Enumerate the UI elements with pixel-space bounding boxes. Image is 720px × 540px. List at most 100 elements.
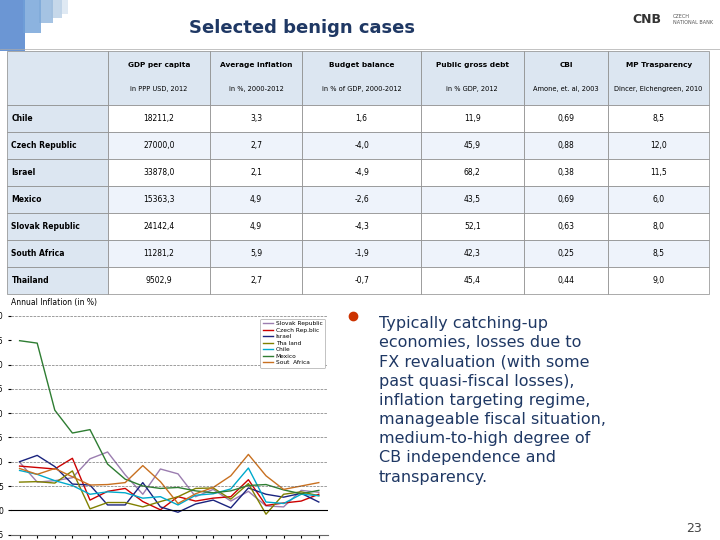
Sout  Africa <box>156 478 165 485</box>
Chile <box>297 491 305 497</box>
Bar <box>0 0 25 51</box>
Bar <box>608 159 709 186</box>
Text: 68,2: 68,2 <box>464 168 481 177</box>
Text: -1,9: -1,9 <box>354 249 369 258</box>
Text: Amone, et. al, 2003: Amone, et. al, 2003 <box>533 86 599 92</box>
Text: 15363,3: 15363,3 <box>143 195 175 204</box>
Line: Sout  Africa: Sout Africa <box>19 455 319 503</box>
Sout  Africa <box>279 486 288 492</box>
Mexico <box>50 407 59 414</box>
Text: 1,6: 1,6 <box>356 114 368 123</box>
Mexico <box>209 490 217 496</box>
Bar <box>109 132 210 159</box>
Bar <box>210 132 302 159</box>
Mexico <box>138 483 147 489</box>
Mexico <box>261 481 270 488</box>
Text: 0,38: 0,38 <box>557 168 575 177</box>
Tha land <box>86 505 94 512</box>
Slovak Republic <box>86 456 94 462</box>
Text: -2,6: -2,6 <box>354 195 369 204</box>
Tha land <box>279 491 288 497</box>
Tha land <box>156 498 165 505</box>
Mexico <box>279 487 288 493</box>
Bar <box>608 267 709 294</box>
Czech Rep.blic <box>244 476 253 483</box>
Bar <box>302 213 421 240</box>
Bar <box>210 105 302 132</box>
Tha land <box>68 468 77 474</box>
Slovak Republic <box>174 470 182 477</box>
Bar <box>210 240 302 267</box>
Text: 9502,9: 9502,9 <box>145 276 172 285</box>
Text: 0,69: 0,69 <box>557 114 575 123</box>
Israel <box>33 452 42 458</box>
Mexico <box>297 490 305 497</box>
Tha land <box>138 504 147 510</box>
Text: 42,3: 42,3 <box>464 249 481 258</box>
Tha land <box>244 481 253 487</box>
Line: Tha land: Tha land <box>19 471 319 514</box>
Israel <box>15 458 24 465</box>
Sout  Africa <box>33 471 42 477</box>
Text: 8,5: 8,5 <box>652 114 665 123</box>
Bar <box>302 51 421 105</box>
Text: 27000,0: 27000,0 <box>143 141 175 150</box>
Bar <box>421 51 524 105</box>
Czech Rep.blic <box>121 485 130 491</box>
Slovak Republic <box>244 488 253 495</box>
Bar <box>39 0 53 23</box>
Text: 33878,0: 33878,0 <box>143 168 175 177</box>
Text: CNB: CNB <box>632 13 661 26</box>
Sout  Africa <box>297 483 305 489</box>
Chile <box>261 499 270 505</box>
Czech Rep.blic <box>261 502 270 509</box>
Bar <box>302 186 421 213</box>
Czech Rep.blic <box>315 491 323 497</box>
Bar <box>210 51 302 105</box>
Czech Rep.blic <box>138 498 147 505</box>
Text: 0,69: 0,69 <box>557 195 575 204</box>
Israel <box>192 501 200 507</box>
Bar <box>109 240 210 267</box>
Text: 2,7: 2,7 <box>250 276 262 285</box>
Text: in PPP USD, 2012: in PPP USD, 2012 <box>130 86 188 92</box>
Text: -4,0: -4,0 <box>354 141 369 150</box>
Bar <box>421 132 524 159</box>
Mexico <box>33 340 42 346</box>
Bar <box>524 240 608 267</box>
Bar <box>210 213 302 240</box>
Bar <box>23 0 41 33</box>
Sout  Africa <box>68 474 77 480</box>
Text: 45,4: 45,4 <box>464 276 481 285</box>
Bar <box>608 51 709 105</box>
Mexico <box>15 338 24 344</box>
Text: Selected benign cases: Selected benign cases <box>189 19 415 37</box>
Text: Typically catching-up
economies, losses due to
FX revaluation (with some
past qu: Typically catching-up economies, losses … <box>379 316 606 484</box>
Bar <box>302 240 421 267</box>
Israel <box>297 490 305 497</box>
Chile <box>315 492 323 499</box>
Bar <box>524 267 608 294</box>
Bar <box>608 105 709 132</box>
Chile <box>50 477 59 484</box>
Bar <box>210 267 302 294</box>
Mexico <box>244 482 253 489</box>
Slovak Republic <box>33 479 42 485</box>
Chile <box>192 492 200 498</box>
Text: in % of GDP, 2000-2012: in % of GDP, 2000-2012 <box>322 86 402 92</box>
Tha land <box>315 492 323 499</box>
Bar <box>524 51 608 105</box>
Text: 4,9: 4,9 <box>250 222 262 231</box>
Bar <box>7 240 109 267</box>
Slovak Republic <box>68 475 77 481</box>
Israel <box>86 482 94 488</box>
Bar <box>302 159 421 186</box>
Text: Chile: Chile <box>12 114 33 123</box>
Tha land <box>50 480 59 487</box>
Sout  Africa <box>192 490 200 497</box>
Chile <box>15 467 24 474</box>
Sout  Africa <box>138 462 147 469</box>
Text: 3,3: 3,3 <box>250 114 262 123</box>
Czech Rep.blic <box>103 488 112 495</box>
Tha land <box>192 485 200 491</box>
